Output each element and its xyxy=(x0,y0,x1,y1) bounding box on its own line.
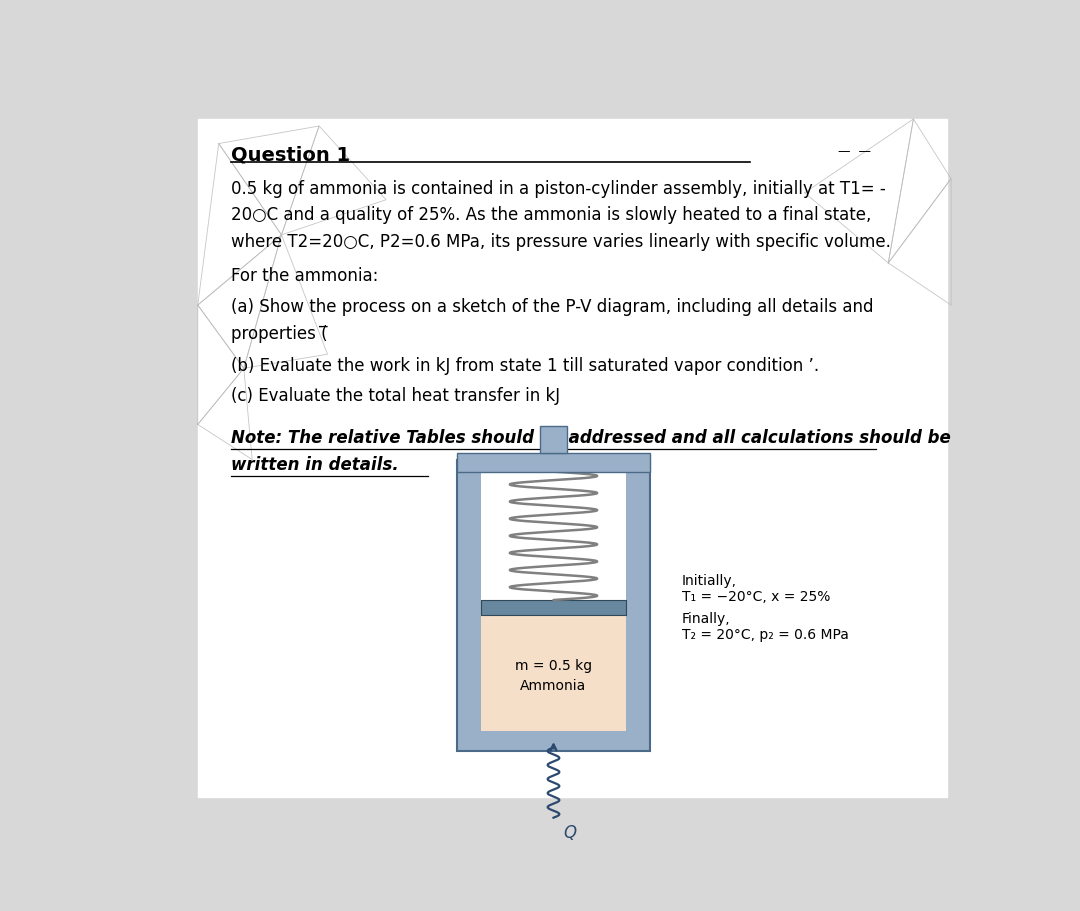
FancyBboxPatch shape xyxy=(198,120,947,797)
Bar xyxy=(481,616,626,732)
Text: Finally,: Finally, xyxy=(681,611,730,625)
Text: (a) Show the process on a sketch of the P-V diagram, including all details and: (a) Show the process on a sketch of the … xyxy=(231,298,874,316)
Text: T₂ = 20°C, p₂ = 0.6 MPa: T₂ = 20°C, p₂ = 0.6 MPa xyxy=(681,628,849,641)
Text: Note: The relative Tables should be addressed and all calculations should be: Note: The relative Tables should be addr… xyxy=(231,428,951,446)
Text: (c) Evaluate the total heat transfer in kJ: (c) Evaluate the total heat transfer in … xyxy=(231,386,561,404)
Text: Question 1: Question 1 xyxy=(231,146,350,165)
Bar xyxy=(481,600,626,616)
Bar xyxy=(481,460,626,732)
Text: where T2=20○C, P2=0.6 MPa, its pressure varies linearly with specific volume.: where T2=20○C, P2=0.6 MPa, its pressure … xyxy=(231,233,891,251)
Text: Initially,: Initially, xyxy=(681,574,737,588)
Text: written in details.: written in details. xyxy=(231,456,399,473)
Bar xyxy=(540,426,567,453)
Text: (b) Evaluate the work in kJ from state 1 till saturated vapor condition ’.: (b) Evaluate the work in kJ from state 1… xyxy=(231,356,820,374)
Text: 0.5 kg of ammonia is contained in a piston-cylinder assembly, initially at T1= -: 0.5 kg of ammonia is contained in a pist… xyxy=(231,179,886,198)
Text: m = 0.5 kg: m = 0.5 kg xyxy=(515,659,592,672)
Text: Q: Q xyxy=(564,824,577,842)
Text: 20○C and a quality of 25%. As the ammonia is slowly heated to a final state,: 20○C and a quality of 25%. As the ammoni… xyxy=(231,206,872,224)
Text: T₁ = −20°C, x = 25%: T₁ = −20°C, x = 25% xyxy=(681,589,829,604)
Text: For the ammonia:: For the ammonia: xyxy=(231,266,379,284)
Text: —  —: — — xyxy=(838,144,872,158)
Text: Ammonia: Ammonia xyxy=(521,678,586,691)
Text: properties (̅: properties (̅ xyxy=(231,324,327,343)
Bar xyxy=(457,453,650,473)
Bar xyxy=(457,460,650,752)
